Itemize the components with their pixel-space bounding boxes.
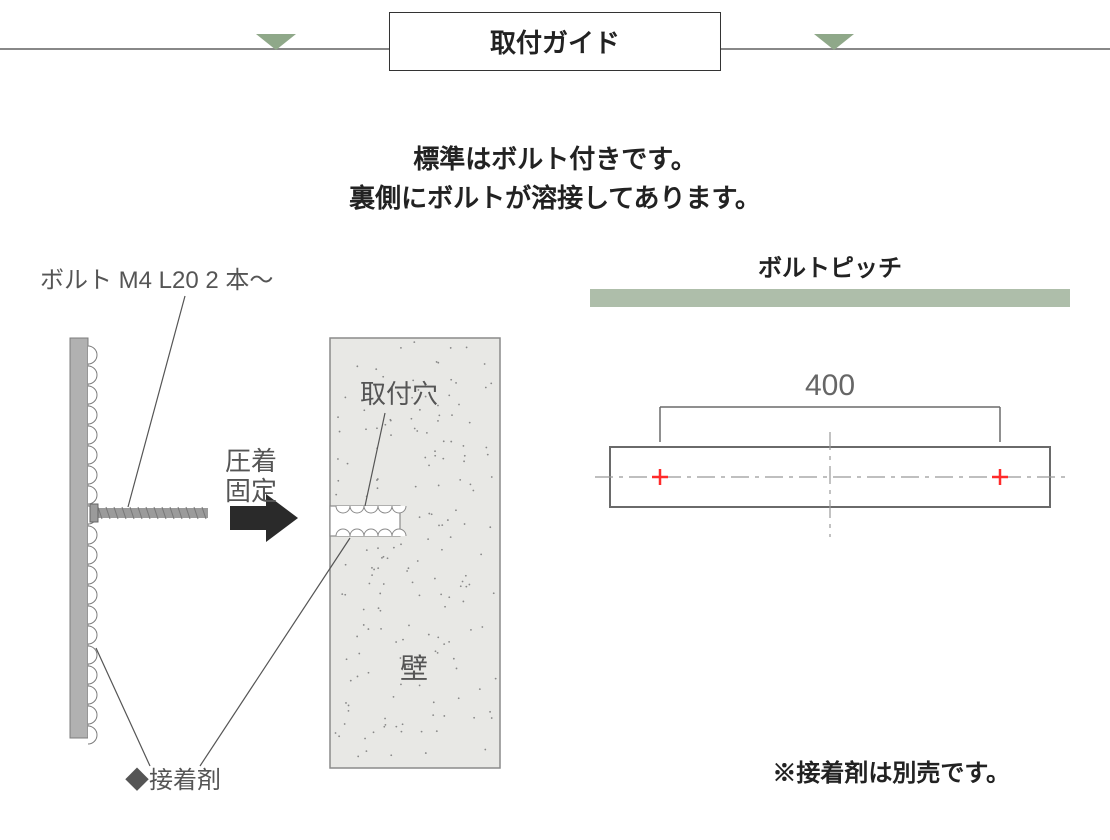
install-diagram-svg: 圧着固定 ボルト M4 L20 2 本〜取付穴壁 ◆接着剤 <box>30 248 530 808</box>
page-title: 取付ガイド <box>389 12 721 71</box>
subtitle-line-2: 裏側にボルトが溶接してあります。 <box>349 183 761 213</box>
header: 取付ガイド <box>0 30 1110 100</box>
pitch-diagram: ボルトピッチ 400 ※接着剤は別売です。 <box>590 248 1070 808</box>
subtitle: 標準はボルト付きです。 裏側にボルトが溶接してあります。 <box>0 140 1110 218</box>
pitch-label: ボルトピッチ <box>590 248 1070 283</box>
content: 圧着固定 ボルト M4 L20 2 本〜取付穴壁 ◆接着剤 ボルトピッチ 400 ※… <box>0 248 1110 808</box>
bolt-leader <box>128 296 185 507</box>
pitch-separator <box>590 289 1070 307</box>
bolt-head <box>90 504 98 522</box>
press-label-1: 圧着 <box>225 446 277 476</box>
press-label-2: 固定 <box>225 476 277 506</box>
bolt-label: ボルト M4 L20 2 本〜 <box>40 267 273 294</box>
header-triangle-left-icon <box>256 34 296 50</box>
header-triangle-right-icon <box>814 34 854 50</box>
adhesive-bead <box>88 346 97 744</box>
pitch-value: 400 <box>805 369 855 402</box>
subtitle-line-1: 標準はボルト付きです。 <box>413 144 696 174</box>
adhesive-label: ◆接着剤 <box>125 767 221 794</box>
hole-label: 取付穴 <box>360 379 438 409</box>
wall-label: 壁 <box>400 653 428 684</box>
adhesive-note: ※接着剤は別売です。 <box>772 753 1010 788</box>
panel <box>70 338 88 738</box>
pitch-diagram-svg: 400 <box>590 327 1070 587</box>
install-diagram: 圧着固定 ボルト M4 L20 2 本〜取付穴壁 ◆接着剤 <box>30 248 530 808</box>
